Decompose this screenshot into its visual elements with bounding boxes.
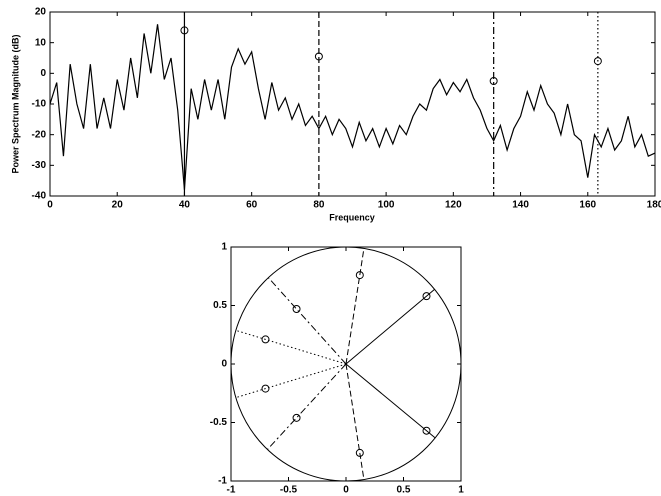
x-tick-label: 0 [343,485,349,496]
point-marker [292,413,301,422]
x-tick-label: 1 [458,485,464,496]
unit-circle [230,246,462,482]
radial-line [345,248,365,365]
point-marker [261,384,270,393]
peak-marker [489,77,498,85]
peak-marker [593,57,602,66]
radial-line [345,363,365,480]
y-tick-label: 0.5 [213,300,227,311]
x-tick-label: -1 [227,485,236,496]
y-axis-label: Power Spectrum Magnitude (dB) [10,34,20,173]
point-marker [355,448,364,457]
x-tick-label: 180 [647,200,661,211]
y-tick-label: -20 [32,129,47,140]
y-tick-label: -30 [32,160,47,171]
x-tick-label: 0 [47,200,53,211]
x-tick-label: 80 [313,200,325,211]
plot-frame [49,11,656,197]
radial-line [235,329,347,365]
radial-line [267,363,347,450]
point-marker [422,426,431,435]
x-tick-label: 160 [579,200,596,211]
x-tick-label: 100 [378,200,395,211]
point-marker [261,335,270,344]
y-tick-label: -40 [32,191,47,202]
radial-line [345,288,435,365]
x-tick-label: -0.5 [280,485,298,496]
point-marker [292,305,301,314]
x-tick-label: 140 [512,200,529,211]
peak-marker [180,26,189,35]
point-marker [422,292,431,301]
radial-line [345,363,436,439]
x-tick-label: 0.5 [397,485,411,496]
peak-marker [314,52,323,61]
x-tick-label: 120 [445,200,462,211]
y-tick-label: -10 [32,99,47,110]
radial-line [268,277,347,365]
y-tick-label: 20 [35,7,47,18]
radial-line [235,363,347,399]
x-tick-label: 40 [179,200,191,211]
x-tick-label: 20 [112,200,124,211]
spectrum-line [49,24,656,190]
y-tick-label: 10 [35,37,47,48]
y-tick-label: -0.5 [210,417,228,428]
y-tick-label: 0 [40,68,46,79]
point-marker [355,271,364,280]
x-tick-label: 60 [246,200,258,211]
y-tick-label: -1 [218,476,227,487]
x-axis-label: Frequency [329,212,375,222]
y-tick-label: 0 [221,359,227,370]
y-tick-label: 1 [221,242,227,253]
